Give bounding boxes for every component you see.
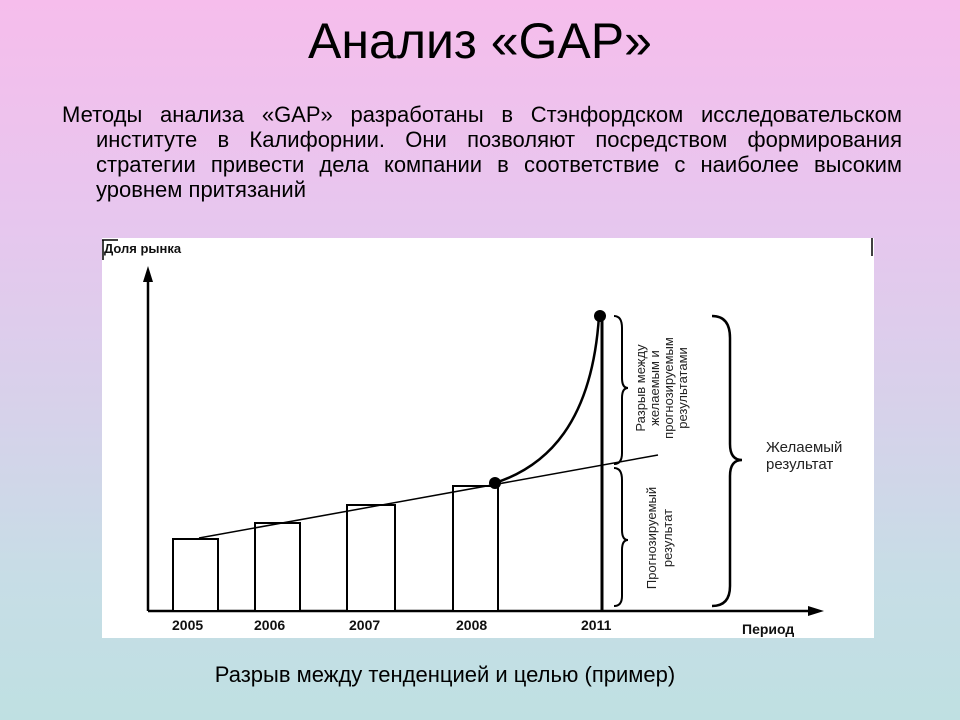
forecast-brace bbox=[613, 467, 629, 607]
gap-label-line: результатами bbox=[675, 347, 690, 429]
bar-2008 bbox=[452, 485, 499, 612]
x-axis-arrow bbox=[808, 606, 824, 616]
gap-label-line: Разрыв между bbox=[633, 344, 648, 432]
diagram-caption: Разрыв между тенденцией и целью (пример) bbox=[214, 662, 676, 687]
year-label-2005: 2005 bbox=[172, 617, 203, 633]
desired-brace bbox=[711, 314, 743, 608]
year-label-2008: 2008 bbox=[456, 617, 487, 633]
forecast-label-group: Прогнозируемый результат bbox=[644, 487, 675, 589]
forecast-label-line: результат bbox=[660, 509, 675, 567]
bar-2005 bbox=[172, 538, 219, 612]
desired-label-line: Желаемый bbox=[766, 439, 842, 456]
desired-label-line: результат bbox=[766, 456, 833, 473]
intro-text-block: Методы анализа «GAP» разработаны в Стэнф… bbox=[62, 102, 902, 202]
year-label-2007: 2007 bbox=[349, 617, 380, 633]
gap-brace bbox=[613, 315, 629, 465]
y-axis-arrow bbox=[143, 266, 153, 282]
gap-diagram-panel: Доля рынка Период 2005 2006 2007 2008 20… bbox=[102, 238, 874, 638]
gap-label-line: прогнозируемым bbox=[661, 337, 676, 439]
year-label-2006: 2006 bbox=[254, 617, 285, 633]
bar-2007 bbox=[346, 504, 396, 612]
slide-title: Анализ «GAP» bbox=[308, 13, 652, 69]
gap-label-group: Разрыв между желаемым и прогнозируемым р… bbox=[633, 337, 690, 439]
x-axis-label: Период bbox=[742, 621, 794, 637]
trend-point-2008 bbox=[489, 477, 501, 489]
intro-paragraph: Методы анализа «GAP» разработаны в Стэнф… bbox=[62, 102, 902, 202]
desired-curve bbox=[494, 315, 601, 485]
year-label-2011: 2011 bbox=[581, 617, 612, 633]
gap-diagram: Доля рынка Период 2005 2006 2007 2008 20… bbox=[102, 238, 873, 637]
trend-line bbox=[198, 454, 659, 539]
bar-2006 bbox=[254, 522, 301, 612]
y-axis-label: Доля рынка bbox=[104, 241, 182, 256]
gap-label-line: желаемым и bbox=[647, 350, 662, 426]
desired-point-2011 bbox=[594, 310, 606, 322]
forecast-label-line: Прогнозируемый bbox=[644, 487, 659, 589]
